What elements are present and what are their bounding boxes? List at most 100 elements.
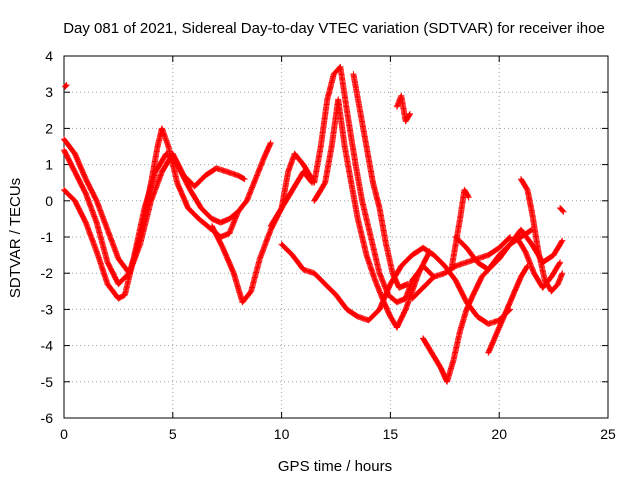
- data-point: [548, 282, 561, 295]
- series-s3: [61, 150, 242, 302]
- data-point: [457, 188, 468, 222]
- y-tick-label: -1: [41, 229, 54, 245]
- data-point: [343, 107, 359, 167]
- chart-title: Day 081 of 2021, Sidereal Day-to-day VTE…: [63, 20, 605, 37]
- data-point: [333, 291, 350, 312]
- data-point: [185, 205, 201, 221]
- data-point: [557, 259, 564, 266]
- data-point: [343, 306, 360, 319]
- data-point: [372, 277, 387, 304]
- series-s4: [62, 82, 70, 90]
- data-point: [226, 209, 241, 222]
- data-point: [535, 248, 548, 283]
- data-point: [415, 249, 432, 277]
- data-point: [187, 186, 204, 210]
- data-point: [470, 275, 485, 298]
- y-tick-label: 1: [45, 157, 53, 173]
- data-point: [93, 248, 111, 286]
- data-point: [311, 180, 328, 204]
- data-point: [311, 270, 328, 287]
- data-point: [335, 96, 348, 149]
- data-point: [152, 151, 169, 175]
- data-point: [289, 252, 306, 272]
- x-tick-label: 25: [600, 426, 616, 442]
- data-point: [420, 274, 436, 291]
- x-tick-label: 10: [274, 426, 290, 442]
- data-point: [430, 252, 447, 269]
- data-point: [256, 228, 274, 262]
- data-point: [104, 226, 121, 261]
- data-point: [518, 226, 535, 247]
- data-point: [82, 176, 100, 203]
- data-point: [518, 264, 530, 280]
- data-point: [337, 63, 350, 112]
- x-axis-label: GPS time / hours: [278, 458, 392, 475]
- data-point: [241, 176, 248, 183]
- data-point: [163, 150, 180, 167]
- data-point: [463, 293, 476, 313]
- data-point: [174, 179, 191, 210]
- data-point: [261, 141, 274, 161]
- data-point: [148, 170, 165, 204]
- data-point: [243, 177, 258, 204]
- data-point: [71, 197, 89, 225]
- data-point: [522, 248, 537, 275]
- data-point: [62, 82, 69, 90]
- data-point: [461, 186, 472, 200]
- data-point: [474, 313, 491, 327]
- data-point: [380, 299, 393, 319]
- series-s6: [267, 63, 437, 306]
- data-point: [485, 325, 502, 356]
- data-point: [121, 257, 137, 298]
- data-point: [404, 281, 411, 288]
- data-point: [507, 275, 524, 306]
- data-point: [130, 206, 148, 262]
- data-point: [539, 274, 554, 291]
- data-point: [71, 168, 89, 196]
- data-point: [376, 205, 389, 246]
- data-point: [426, 248, 433, 255]
- data-point: [191, 173, 208, 190]
- data-point: [235, 172, 247, 182]
- data-point: [485, 245, 502, 259]
- x-tick-label: 20: [491, 426, 507, 442]
- data-point: [450, 329, 463, 364]
- data-point: [463, 244, 480, 265]
- y-tick-label: 3: [45, 84, 53, 100]
- data-point: [93, 197, 111, 232]
- data-point: [524, 186, 535, 214]
- data-point: [559, 237, 566, 244]
- data-point: [359, 197, 374, 239]
- data-point: [518, 176, 530, 192]
- data-point: [448, 242, 459, 273]
- data-point: [354, 215, 370, 257]
- y-tick-label: -5: [41, 374, 54, 390]
- data-point: [311, 144, 324, 186]
- data-point: [61, 186, 77, 203]
- data-point: [402, 112, 413, 125]
- data-point: [496, 300, 513, 331]
- series-s15: [485, 263, 531, 356]
- data-point: [267, 139, 274, 146]
- data-point: [82, 219, 100, 254]
- data-marks: [61, 63, 567, 385]
- data-point: [383, 241, 396, 275]
- data-point: [485, 256, 502, 273]
- data-point: [507, 234, 514, 240]
- data-point: [465, 194, 472, 201]
- data-point: [548, 260, 563, 280]
- data-point: [209, 223, 226, 250]
- data-point: [198, 205, 215, 221]
- data-point: [528, 208, 542, 254]
- data-point: [93, 219, 111, 265]
- data-point: [63, 82, 70, 88]
- data-point: [452, 277, 469, 304]
- y-axis-label: SDTVAR / TECUs: [7, 178, 24, 298]
- series-s14: [448, 186, 472, 273]
- data-point: [367, 234, 383, 275]
- data-point: [267, 206, 284, 230]
- series-s16: [518, 176, 566, 295]
- data-point: [365, 307, 382, 324]
- data-point: [71, 150, 89, 181]
